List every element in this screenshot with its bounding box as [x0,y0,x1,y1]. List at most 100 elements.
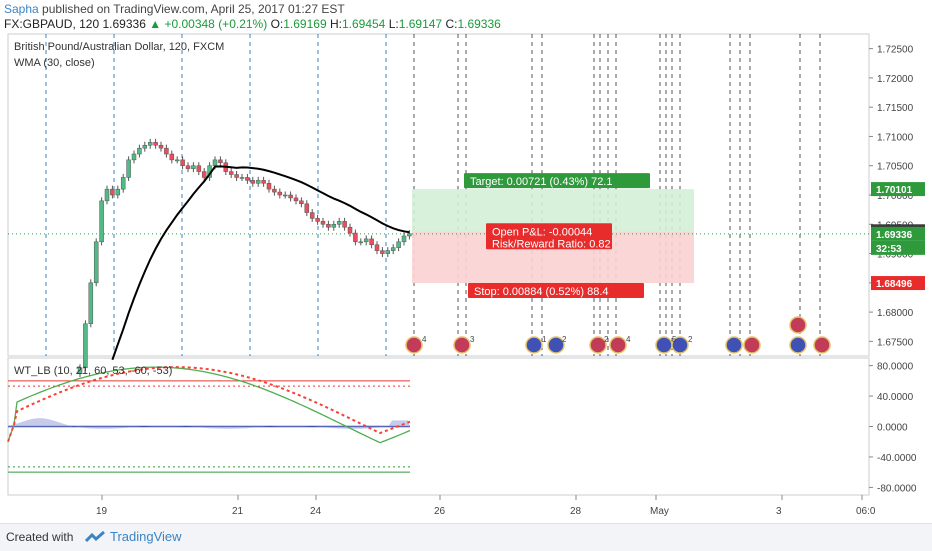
price-label: 1.69336 [876,230,913,241]
candle-body [83,323,88,368]
price-tick-label: 1.70500 [877,162,914,173]
price-tick-label: 1.71000 [877,132,914,143]
time-tick-label: May [650,506,669,517]
candle-body [293,197,299,202]
news-event-icon[interactable] [789,336,807,354]
published-text: published on TradingView.com, April 25, … [42,2,345,16]
candle-body [110,188,115,196]
close-label: C: [445,17,458,31]
candle-body [261,180,266,184]
candle-body [250,180,256,184]
wma-legend: WMA (30, close) [14,57,95,69]
change-up-icon: ▲ [149,17,162,31]
change-value: +0.00348 (+0.21%) [164,17,268,31]
candle-body [174,159,180,162]
time-tick-label: 21 [232,506,244,517]
news-event-count: 2 [688,335,693,344]
candle-body [234,174,239,178]
candle-body [99,200,104,243]
candle-body [158,144,164,149]
osc-tick-label: -80.0000 [877,483,917,494]
price-label-box [871,240,925,255]
candle-body [137,147,142,155]
candle-body [88,282,94,325]
candle-body [342,221,347,228]
news-event-icon[interactable] [743,336,761,354]
price-label: 32:53 [876,244,902,255]
symbol-label: FX:GBPAUD, 120 [4,17,100,31]
news-event-icon[interactable] [609,336,627,354]
candle-body [104,188,110,202]
open-label: O: [270,17,284,31]
author-name[interactable]: Sapha [4,2,39,16]
news-event-count: 2 [562,335,567,344]
stop-label-text: Stop: 0.00884 (0.52%) 88.4 [474,286,609,298]
news-event-icon[interactable] [671,336,689,354]
candle-body [147,142,153,146]
candle-body [315,218,320,222]
time-tick-label: 06:0 [856,506,876,517]
pnl-label-text: Risk/Reward Ratio: 0.82 [492,238,611,250]
candle-body [212,159,218,166]
candle-body [353,232,358,243]
high-value: 1.69454 [341,17,386,31]
candle-body [93,241,99,284]
candle-body [288,194,293,199]
main-pane[interactable] [7,33,870,357]
news-event-icon[interactable] [725,336,743,354]
last-price: 1.69336 [102,17,146,31]
news-event-icon[interactable] [405,336,423,354]
news-event-count: 5 [672,335,677,344]
open-value: 1.69169 [283,17,327,31]
tradingview-brand[interactable]: TradingView [110,529,182,544]
candle-body [304,203,310,213]
price-tick-label: 1.67500 [877,337,914,348]
pnl-label-text: Open P&L: -0.00044 [492,226,592,238]
candle-body [309,212,315,219]
news-event-count: 4 [422,335,427,344]
candle-body [255,180,261,184]
price-tick-label: 1.72500 [877,45,914,56]
candle-body [201,171,207,178]
high-label: H: [329,17,342,31]
price-label-box [871,276,925,291]
main-pane-title: British Pound/Australian Dollar, 120, FX… [14,41,224,53]
candle-body [191,165,196,169]
stop-label-box [468,283,644,299]
candle-body [153,142,158,146]
price-label-box [871,226,925,241]
candle-body [126,159,131,178]
osc-tick-label: 40.0000 [877,392,914,403]
candle-body [196,165,202,172]
candle-body [407,233,412,237]
candle-body [363,238,369,243]
candle-body [277,191,283,196]
news-event-icon[interactable] [453,336,471,354]
time-tick-label: 19 [96,506,108,517]
target-label-text: Target: 0.00721 (0.43%) 72.1 [470,176,612,188]
news-event-icon[interactable] [525,336,543,354]
candle-body [228,171,234,175]
candle-body [380,250,385,254]
candle-body [239,177,245,179]
news-event-count: 1 [542,335,547,344]
target-label-box [464,173,650,189]
news-event-count: 3 [470,335,475,344]
news-event-icon[interactable] [655,336,673,354]
price-tick-label: 1.70000 [877,191,914,202]
news-event-icon[interactable] [789,316,807,334]
candle-body [358,241,364,244]
news-event-count: 2 [604,335,609,344]
candle-body [326,224,331,228]
price-label: 1.70101 [876,185,913,196]
candle-body [245,177,250,181]
price-tick-label: 1.71500 [877,103,914,114]
candle-body [266,183,272,190]
candle-body [390,247,396,251]
osc-tick-label: -40.0000 [877,453,917,464]
time-tick-label: 28 [570,506,582,517]
news-event-icon[interactable] [589,336,607,354]
news-event-icon[interactable] [813,336,831,354]
news-event-icon[interactable] [547,336,565,354]
